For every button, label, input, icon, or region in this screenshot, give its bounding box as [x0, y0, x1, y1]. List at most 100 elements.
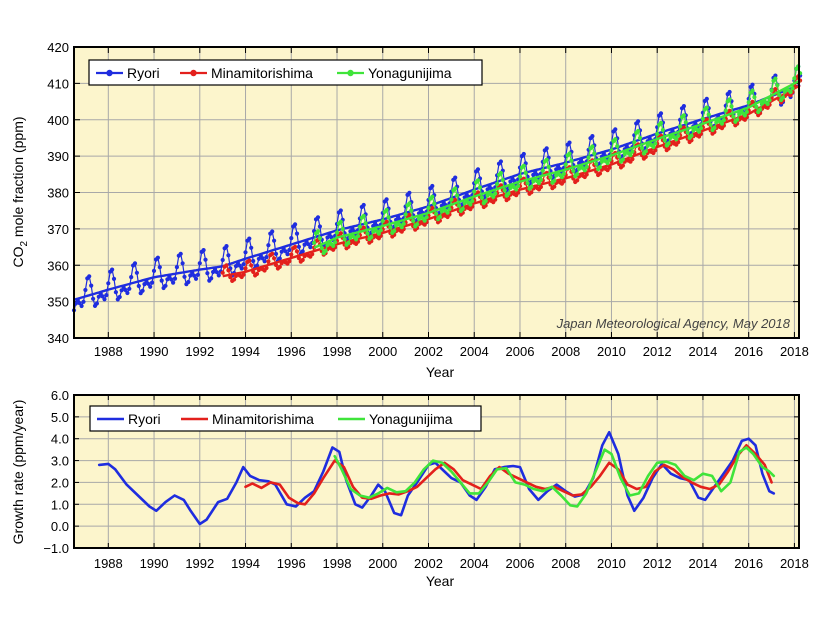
co2-point-minamitorishima — [407, 212, 412, 217]
growth-y-tick-label: 6.0 — [51, 388, 69, 403]
co2-legend: Ryori Minamitorishima Yonagunijima — [88, 59, 483, 86]
co2-point-yonagunijima — [561, 171, 566, 176]
co2-point-yonagunijima — [495, 182, 500, 187]
co2-point-yonagunijima — [470, 198, 475, 204]
growth-legend-box — [89, 405, 482, 432]
growth-series-yonagunijima — [333, 446, 776, 508]
co2-x-tick-label: 2016 — [734, 344, 763, 359]
co2-point-yonagunijima — [615, 144, 620, 149]
co2-y-tick-label: 390 — [47, 149, 69, 164]
co2-point-yonagunijima — [706, 112, 711, 117]
co2-y-tick-label: 360 — [47, 258, 69, 273]
co2-point-ryori — [285, 252, 290, 257]
co2-point-yonagunijima — [472, 189, 477, 194]
growth-y-tick-label: 2.0 — [51, 475, 69, 490]
co2-point-yonagunijima — [575, 172, 580, 177]
co2-point-yonagunijima — [424, 215, 429, 220]
co2-x-tick-label: 1998 — [323, 344, 352, 359]
co2-point-minamitorishima — [220, 270, 225, 275]
co2-point-yonagunijima — [536, 181, 542, 186]
co2-point-yonagunijima — [378, 228, 383, 233]
co2-point-yonagunijima — [607, 157, 612, 162]
co2-chart: 1988 1990 1992 1994 1996 1998 2000 2002 2004 2006… — [10, 40, 809, 380]
growth-x-tick-label: 1996 — [277, 556, 306, 571]
co2-point-yonagunijima — [636, 128, 641, 134]
growth-y-tick-label: 3.0 — [51, 454, 69, 469]
co2-plot-frame — [73, 46, 800, 339]
co2-x-tick-label: 2014 — [688, 344, 717, 359]
co2-point-yonagunijima — [592, 151, 597, 156]
co2-point-ryori — [140, 288, 145, 293]
co2-point-yonagunijima — [674, 137, 679, 142]
co2-point-ryori — [279, 249, 284, 254]
co2-point-yonagunijima — [392, 228, 397, 233]
co2-point-yonagunijima — [563, 162, 568, 167]
co2-x-tick-label: 2006 — [506, 344, 535, 359]
co2-point-ryori — [163, 283, 168, 288]
growth-x-tick-label: 1992 — [185, 556, 214, 571]
co2-point-minamitorishima — [266, 259, 271, 264]
co2-point-ryori — [220, 257, 225, 263]
co2-point-ryori — [704, 96, 709, 101]
co2-point-ryori — [273, 251, 279, 256]
co2-point-ryori — [96, 294, 101, 299]
co2-point-yonagunijima — [407, 201, 412, 206]
co2-point-yonagunijima — [447, 207, 452, 212]
co2-point-minamitorishima — [575, 178, 580, 183]
co2-legend-marker-yonagunijima — [347, 69, 354, 77]
growth-x-tick-label: 2014 — [688, 556, 717, 571]
co2-point-yonagunijima — [662, 138, 667, 143]
co2-point-yonagunijima — [754, 104, 759, 110]
co2-point-yonagunijima — [380, 218, 385, 224]
co2-point-minamitorishima — [277, 264, 282, 269]
co2-trend-line-minamitorishima — [222, 84, 801, 278]
co2-point-yonagunijima — [605, 161, 610, 166]
co2-y-tick-label: 380 — [47, 186, 69, 201]
co2-point-minamitorishima — [226, 268, 231, 273]
co2-point-yonagunijima — [769, 88, 774, 93]
co2-point-yonagunijima — [775, 83, 780, 88]
co2-point-yonagunijima — [401, 221, 406, 226]
co2-point-minamitorishima — [666, 146, 671, 151]
co2-point-ryori — [266, 243, 271, 248]
co2-point-ryori — [247, 236, 252, 241]
co2-point-yonagunijima — [460, 206, 465, 211]
co2-point-minamitorishima — [453, 197, 458, 202]
co2-point-yonagunijima — [333, 240, 338, 245]
co2-point-yonagunijima — [502, 188, 507, 193]
co2-point-ryori — [226, 253, 231, 258]
growth-legend: Ryori Minamitorishima Yonagunijima — [89, 405, 482, 432]
co2-point-ryori — [317, 224, 322, 229]
co2-point-ryori — [94, 301, 99, 306]
co2-point-yonagunijima — [338, 219, 343, 224]
co2-x-tick-label: 2000 — [368, 344, 397, 359]
growth-series — [97, 430, 776, 526]
co2-point-yonagunijima — [750, 88, 755, 93]
co2-point-yonagunijima — [432, 201, 437, 206]
co2-point-yonagunijima — [548, 175, 553, 180]
co2-point-yonagunijima — [651, 144, 656, 150]
co2-point-yonagunijima — [411, 218, 416, 223]
growth-x-tick-label: 2002 — [414, 556, 443, 571]
co2-point-yonagunijima — [567, 151, 572, 156]
co2-point-yonagunijima — [582, 168, 587, 173]
co2-point-ryori — [567, 140, 572, 145]
co2-point-ryori — [544, 146, 549, 151]
growth-y-tick-label: 1.0 — [51, 497, 69, 512]
co2-point-ryori — [110, 267, 115, 272]
co2-point-yonagunijima — [517, 174, 523, 179]
co2-point-yonagunijima — [700, 116, 706, 121]
co2-point-ryori — [750, 82, 755, 87]
co2-point-minamitorishima — [552, 184, 557, 189]
co2-point-minamitorishima — [506, 196, 511, 201]
co2-point-ryori — [590, 134, 595, 139]
co2-point-ryori — [180, 261, 185, 266]
co2-point-yonagunijima — [758, 107, 763, 112]
co2-point-ryori — [216, 273, 221, 278]
co2-point-minamitorishima — [293, 244, 298, 249]
co2-point-minamitorishima — [727, 108, 732, 113]
co2-point-yonagunijima — [475, 178, 481, 183]
co2-point-ryori — [205, 271, 210, 276]
co2-point-yonagunijima — [584, 164, 589, 169]
co2-point-ryori — [256, 256, 261, 261]
